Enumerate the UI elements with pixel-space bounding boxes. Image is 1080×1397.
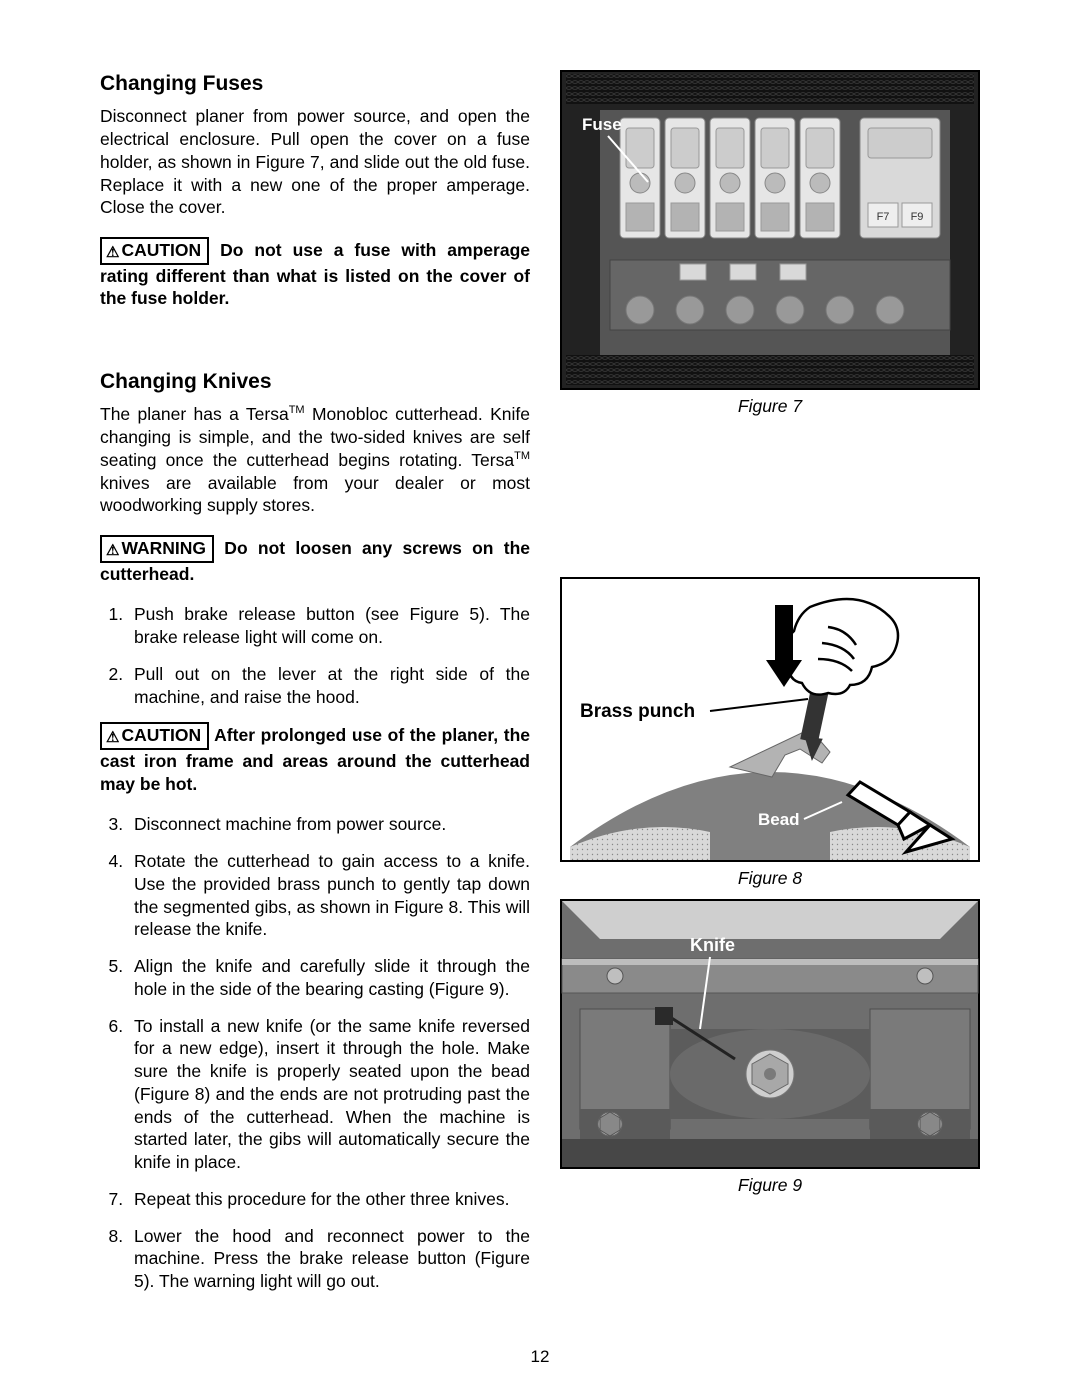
svg-text:F7: F7 <box>877 211 890 223</box>
knives-intro-paragraph: The planer has a TersaTM Monobloc cutter… <box>100 403 530 517</box>
knives-intro-a: The planer has a Tersa <box>100 404 289 424</box>
figure-9-svg: Knife <box>560 899 980 1169</box>
step-item: Disconnect machine from power source. <box>128 813 530 836</box>
knives-warning-paragraph: ⚠WARNING Do not loosen any screws on the… <box>100 535 530 585</box>
figure-8-svg: Bead <box>560 577 980 862</box>
step-item: Lower the hood and reconnect power to th… <box>128 1225 530 1293</box>
knives-caution-paragraph: ⚠CAUTION After prolonged use of the plan… <box>100 722 530 795</box>
svg-text:F9: F9 <box>911 211 924 223</box>
warning-triangle-icon: ⚠ <box>106 541 119 561</box>
caution-label: CAUTION <box>121 725 201 745</box>
figure8-punch-label: Brass punch <box>580 701 695 722</box>
tm-superscript: TM <box>514 450 530 462</box>
fuses-intro-paragraph: Disconnect planer from power source, and… <box>100 105 530 219</box>
figure8-bead-label: Bead <box>758 810 800 829</box>
heading-changing-fuses: Changing Fuses <box>100 70 530 97</box>
step-item: To install a new knife (or the same knif… <box>128 1015 530 1174</box>
steps-list-a: Push brake release button (see Figure 5)… <box>100 603 530 708</box>
figure-8-caption: Figure 8 <box>560 868 980 889</box>
figure-7-caption: Figure 7 <box>560 396 980 417</box>
figure7-fuse-label: Fuse <box>582 115 622 134</box>
two-column-layout: Changing Fuses Disconnect planer from po… <box>100 70 980 1307</box>
figure9-knife-label: Knife <box>690 935 735 955</box>
warning-label: WARNING <box>121 538 206 558</box>
steps-list-b: Disconnect machine from power source. Ro… <box>100 813 530 1293</box>
tm-superscript: TM <box>289 405 305 417</box>
right-column: F7 F9 <box>560 70 980 1307</box>
figure-7-svg: F7 F9 <box>560 70 980 390</box>
step-item: Push brake release button (see Figure 5)… <box>128 603 530 649</box>
fuses-caution-paragraph: ⚠CAUTION Do not use a fuse with amperage… <box>100 237 530 310</box>
warning-triangle-icon: ⚠ <box>106 243 119 263</box>
step-item: Align the knife and carefully slide it t… <box>128 955 530 1001</box>
knives-intro-c: knives are available from your dealer or… <box>100 473 530 516</box>
warning-triangle-icon: ⚠ <box>106 728 119 748</box>
figure-9: Knife Figure 9 <box>560 899 980 1196</box>
caution-badge: ⚠CAUTION <box>100 722 209 750</box>
figure-8: Bead <box>560 577 980 889</box>
page-number: 12 <box>0 1347 1080 1367</box>
step-item: Repeat this procedure for the other thre… <box>128 1188 530 1211</box>
step-item: Pull out on the lever at the right side … <box>128 663 530 709</box>
caution-label: CAUTION <box>121 240 201 260</box>
figure-7: F7 F9 <box>560 70 980 417</box>
left-column: Changing Fuses Disconnect planer from po… <box>100 70 530 1307</box>
warning-badge: ⚠WARNING <box>100 535 214 563</box>
manual-page: Changing Fuses Disconnect planer from po… <box>0 0 1080 1397</box>
caution-badge: ⚠CAUTION <box>100 237 209 265</box>
figure-9-caption: Figure 9 <box>560 1175 980 1196</box>
step-item: Rotate the cutterhead to gain access to … <box>128 850 530 941</box>
heading-changing-knives: Changing Knives <box>100 368 530 395</box>
